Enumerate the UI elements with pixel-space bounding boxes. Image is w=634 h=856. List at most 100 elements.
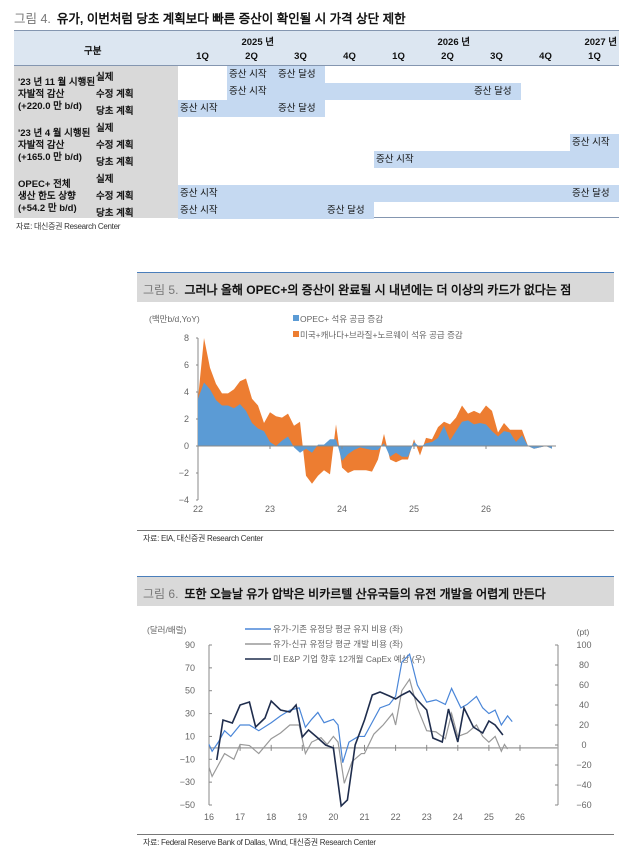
schedule-text: 증산 달성 [278, 69, 316, 80]
fig6-number: 그림 6. [143, 587, 179, 601]
row-label: 실제 [96, 123, 114, 134]
quarter-label: 2Q [245, 51, 258, 62]
y-tick-label: 8 [184, 333, 189, 343]
schedule-text: 증산 달성 [572, 188, 610, 199]
x-tick-label: 24 [337, 504, 347, 514]
right-tick-label: 60 [579, 680, 589, 690]
x-tick-label: 23 [422, 812, 432, 822]
fig4-source: 자료: 대신증권 Research Center [16, 222, 121, 231]
schedule-text: 증산 시작 [229, 86, 267, 97]
quarter-label: 4Q [343, 51, 356, 62]
left-tick-label: −10 [180, 754, 195, 764]
schedule-band [227, 83, 521, 100]
quarter-label: 3Q [294, 51, 307, 62]
row-label: 수정 계획 [96, 89, 134, 100]
maintenance-cost-line [208, 652, 513, 763]
fig6-rule [137, 834, 614, 835]
left-axis-unit: (달러/배럴) [147, 625, 186, 635]
schedule-text: 증산 시작 [572, 137, 610, 148]
fig5-title: 그러나 올해 OPEC+의 증산이 완료될 시 내년에는 더 이상의 카드가 없… [184, 283, 572, 297]
fig4-title: 그림 4. 유가, 이번처럼 당초 계획보다 빠른 증산이 확인될 시 가격 상단… [14, 8, 406, 27]
group-label: 자발적 감산 [18, 89, 65, 100]
header-label: 구분 [84, 46, 102, 57]
right-tick-label: 20 [579, 720, 589, 730]
schedule-text: 증산 달성 [474, 86, 512, 97]
quarter-label: 4Q [539, 51, 552, 62]
left-tick-label: 30 [185, 709, 195, 719]
group-label: (+220.0 만 b/d) [18, 101, 82, 112]
x-tick-label: 25 [484, 812, 494, 822]
group-label: (+165.0 만 b/d) [18, 152, 82, 163]
y-tick-label: 6 [184, 360, 189, 370]
fig5: 그림 5. 그러나 올해 OPEC+의 증산이 완료될 시 내년에는 더 이상의 … [137, 272, 614, 543]
fig4-title-text: 유가, 이번처럼 당초 계획보다 빠른 증산이 확인될 시 가격 상단 제한 [56, 12, 406, 26]
schedule-band [178, 185, 619, 202]
fig6: 그림 6. 또한 오늘날 유가 압박은 비카르텔 산유국들의 유전 개발을 어렵게… [137, 576, 614, 856]
row-label: 수정 계획 [96, 191, 134, 202]
right-tick-label: −20 [576, 760, 591, 770]
right-tick-label: 80 [579, 660, 589, 670]
schedule-text: 증산 시작 [376, 154, 414, 165]
year-label: 2025 년 [241, 37, 274, 48]
schedule-band [227, 66, 325, 83]
group-label: 생산 한도 상향 [18, 191, 76, 202]
fig5-header: 그림 5. 그러나 올해 OPEC+의 증산이 완료될 시 내년에는 더 이상의 … [137, 272, 614, 302]
legend-label: 유가-기존 유정당 평균 유지 비용 (좌) [273, 624, 403, 634]
x-tick-label: 16 [204, 812, 214, 822]
y-tick-label: 0 [184, 441, 189, 451]
quarter-label: 3Q [490, 51, 503, 62]
fig6-header: 그림 6. 또한 오늘날 유가 압박은 비카르텔 산유국들의 유전 개발을 어렵게… [137, 576, 614, 606]
x-tick-label: 20 [328, 812, 338, 822]
right-tick-label: 40 [579, 700, 589, 710]
legend-swatch [293, 315, 299, 321]
schedule-text: 증산 시작 [180, 205, 218, 216]
quarter-label: 2Q [441, 51, 454, 62]
x-tick-label: 22 [193, 504, 203, 514]
schedule-text: 증산 시작 [180, 103, 218, 114]
legend-label: 유가-신규 유정당 평균 개발 비용 (좌) [273, 639, 403, 649]
x-tick-label: 23 [265, 504, 275, 514]
table-header: 구분 2025 년 2026 년 2027 년 1Q 2Q 3Q 4Q 1Q 2Q 3Q 4Q 1Q [14, 31, 619, 66]
right-tick-label: 100 [576, 640, 591, 650]
capex-outlook-line [215, 690, 504, 808]
left-tick-label: 90 [185, 640, 195, 650]
fig4-number: 그림 4. [14, 12, 51, 26]
row-label: 실제 [96, 72, 114, 83]
fig5-chart: (백만b/d,YoY) OPEC+ 석유 공급 증감미국+캐나다+브라질+노르웨이… [149, 314, 556, 514]
fig6-chart: (달러/배럴) (pt) 유가-기존 유정당 평균 유지 비용 (좌) 유가-신규 유… [147, 624, 592, 822]
group-label: OPEC+ 전체 [18, 179, 71, 190]
left-tick-label: 10 [185, 731, 195, 741]
row-label: 당초 계획 [96, 157, 134, 168]
row-label: 당초 계획 [96, 208, 134, 219]
legend-label: 미국+캐나다+브라질+노르웨이 석유 공급 증감 [300, 330, 463, 340]
right-tick-label: 0 [581, 740, 586, 750]
x-tick-label: 17 [235, 812, 245, 822]
x-tick-label: 26 [515, 812, 525, 822]
fig6-source: 자료: Federal Reserve Bank of Dallas, Wind… [143, 838, 376, 847]
legend-label: 미 E&P 기업 향후 12개월 CapEx 예상 (우) [273, 654, 425, 664]
y-tick-label: 4 [184, 387, 189, 397]
x-tick-label: 26 [481, 504, 491, 514]
schedule-text: 증산 달성 [327, 205, 365, 216]
schedule-band [374, 151, 619, 168]
schedule-table: 구분 2025 년 2026 년 2027 년 1Q 2Q 3Q 4Q 1Q 2Q 3Q 4Q 1Q … [14, 30, 619, 219]
series-other-area [198, 338, 552, 484]
schedule-text: 증산 시작 [180, 188, 218, 199]
schedule-text: 증산 달성 [278, 103, 316, 114]
y-tick-label: −2 [179, 468, 189, 478]
series-opec-area [198, 382, 552, 461]
schedule-band [178, 202, 374, 219]
group-label: '23 년 11 월 시행된 [18, 77, 96, 88]
right-tick-label: −60 [576, 800, 591, 810]
fig5-rule [137, 530, 614, 531]
row-label: 수정 계획 [96, 140, 134, 151]
development-cost-line [208, 677, 509, 784]
right-tick-label: −40 [576, 780, 591, 790]
schedule-band [178, 100, 325, 117]
row-label: 실제 [96, 174, 114, 185]
legend-swatch [293, 331, 299, 337]
x-tick-label: 24 [453, 812, 463, 822]
fig5-number: 그림 5. [143, 283, 179, 297]
left-tick-label: −50 [180, 800, 195, 810]
right-axis-unit: (pt) [577, 627, 590, 637]
